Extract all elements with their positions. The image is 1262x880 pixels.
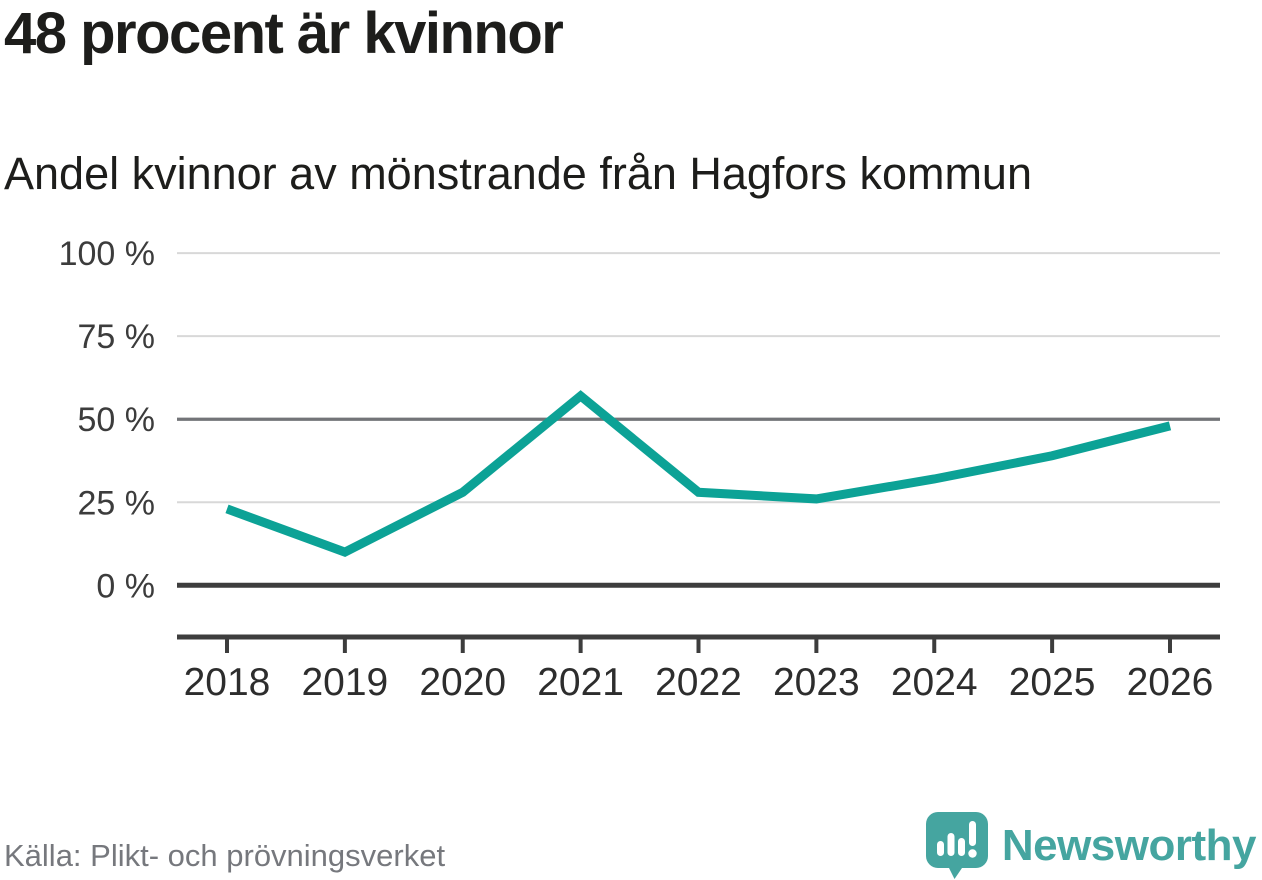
chart-subtitle: Andel kvinnor av mönstrande från Hagfors…	[4, 148, 1032, 199]
newsworthy-logo: Newsworthy	[925, 812, 1257, 880]
y-axis-labels: 0 % 25 % 50 % 75 % 100 %	[59, 235, 155, 605]
data-line	[225, 390, 1172, 557]
x-tick-label-2018: 2018	[184, 661, 271, 704]
x-tick-label-2021: 2021	[537, 661, 624, 704]
x-tick-label-2024: 2024	[891, 661, 978, 704]
x-tick-label-2019: 2019	[301, 661, 388, 704]
y-tick-label-25: 25 %	[78, 484, 156, 522]
x-axis-ticks	[225, 637, 1172, 653]
gridlines	[177, 252, 1220, 588]
y-tick-label-75: 75 %	[78, 318, 156, 356]
exclamation-bar	[968, 821, 976, 846]
bar-chart-glyph	[936, 821, 977, 858]
x-tick-label-2020: 2020	[419, 661, 506, 704]
line-chart: 0 % 25 % 50 % 75 % 100 % 2018 2019 2020 2021 202…	[59, 235, 1220, 704]
y-tick-label-100: 100 %	[59, 235, 155, 273]
speech-bubble-shape	[925, 812, 988, 879]
x-tick-label-2025: 2025	[1009, 661, 1096, 704]
x-tick-label-2023: 2023	[773, 661, 860, 704]
source-note: Källa: Plikt- och prövningsverket	[4, 838, 446, 873]
newsworthy-logo-icon	[925, 812, 988, 879]
newsworthy-wordmark: Newsworthy	[1001, 821, 1257, 870]
y-tick-label-0: 0 %	[96, 567, 155, 605]
exclamation-dot	[968, 849, 977, 858]
x-axis-labels: 2018 2019 2020 2021 2022 2023 2024 2025 2026	[184, 661, 1214, 704]
x-tick-label-2022: 2022	[655, 661, 742, 704]
y-tick-label-50: 50 %	[78, 401, 156, 439]
chart-title: 48 procent är kvinnor	[4, 1, 564, 66]
x-tick-label-2026: 2026	[1127, 661, 1214, 704]
